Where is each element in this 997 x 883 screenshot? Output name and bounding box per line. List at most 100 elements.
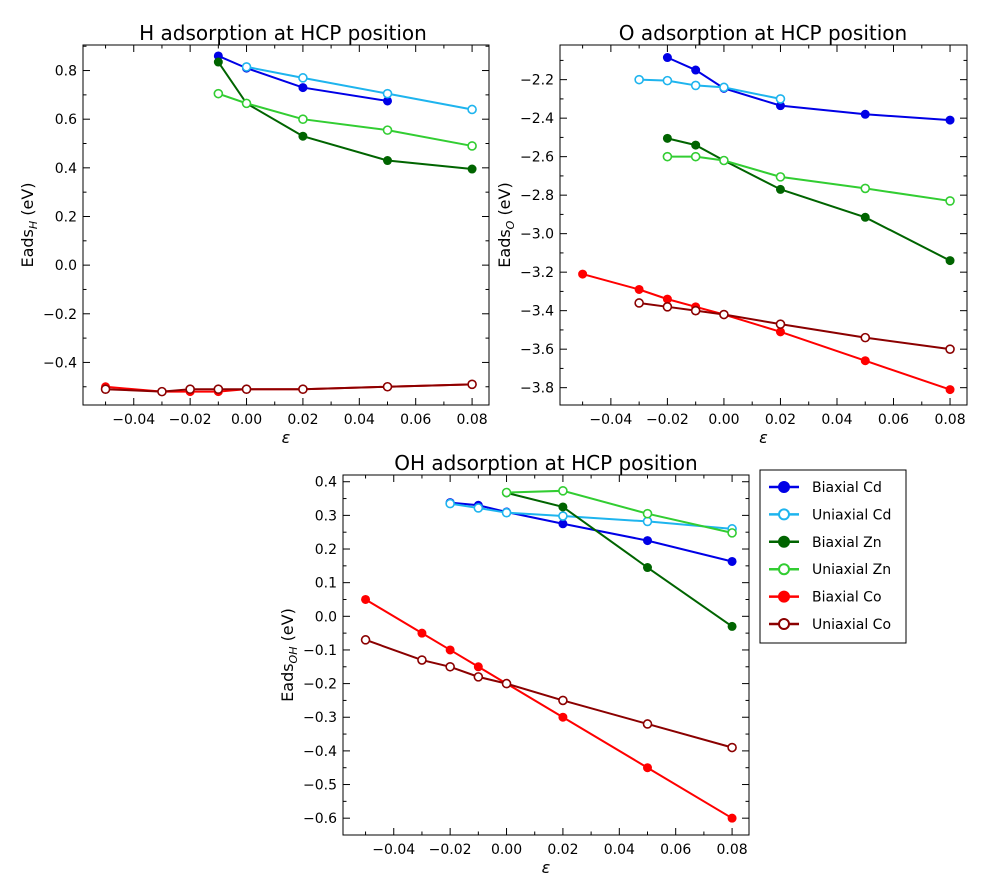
x-tick-label: −0.04 <box>589 412 632 428</box>
x-tick-label: 0.06 <box>400 412 431 428</box>
legend-marker <box>778 508 790 521</box>
y-tick-label: −0.4 <box>43 355 77 371</box>
y-tick-label: 0.4 <box>315 475 337 491</box>
data-point-uniaxial-co <box>467 379 477 390</box>
data-point-uniaxial-cd <box>241 62 252 72</box>
y-tick-label: −0.5 <box>303 778 337 794</box>
y-tick-label: 0.8 <box>55 64 77 80</box>
data-point-biaxial-cd <box>662 53 672 63</box>
x-tick-label: −0.04 <box>372 842 415 858</box>
chart-title: H adsorption at HCP position <box>139 21 427 45</box>
x-tick-label: 0.08 <box>716 842 747 858</box>
series-biaxial-zn <box>662 133 955 266</box>
data-point-biaxial-co <box>860 356 870 366</box>
data-point-uniaxial-co <box>775 319 786 329</box>
series-line-biaxial-zn <box>217 61 473 171</box>
data-point-biaxial-zn <box>691 140 701 150</box>
y-tick-label: −3.2 <box>520 265 554 281</box>
y-tick-label: −2.6 <box>520 150 554 166</box>
chart-title: O adsorption at HCP position <box>619 21 907 45</box>
y-tick-label: −2.4 <box>520 111 554 127</box>
y-tick-label: 0.4 <box>55 161 77 177</box>
data-point-uniaxial-co <box>382 381 393 392</box>
chart-panel-3: OH adsorption at HCP position −0.04 −0.02 0… <box>278 451 750 877</box>
x-tick-label: 0.06 <box>878 412 909 428</box>
legend-label: Uniaxial Zn <box>812 562 891 578</box>
legend-marker <box>778 590 790 603</box>
data-point-biaxial-zn <box>558 502 568 512</box>
x-tick-label: 0.00 <box>231 412 262 428</box>
data-point-uniaxial-co <box>298 384 308 394</box>
data-point-uniaxial-zn <box>501 487 512 498</box>
data-point-uniaxial-co <box>860 332 871 343</box>
data-point-uniaxial-co <box>690 305 701 316</box>
y-tick-label: −2.8 <box>520 188 554 204</box>
data-point-uniaxial-co <box>727 742 737 753</box>
data-point-uniaxial-cd <box>775 94 786 104</box>
y-tick-label: 0.3 <box>315 508 337 524</box>
y-tick-label: 0.0 <box>55 258 77 274</box>
data-point-biaxial-co <box>775 327 785 337</box>
series-line-biaxial-zn <box>506 491 733 628</box>
y-tick-label: −3.8 <box>520 381 554 397</box>
y-tick-label: −0.4 <box>303 744 337 760</box>
data-point-biaxial-zn <box>383 156 392 166</box>
data-point-uniaxial-cd <box>690 80 701 91</box>
series-uniaxial-zn <box>501 486 737 538</box>
data-point-uniaxial-cd <box>467 104 477 115</box>
legend-marker <box>778 535 790 548</box>
x-axis-label: ε <box>542 858 551 877</box>
legend-item-uniaxial-zn: Uniaxial Zn <box>769 562 891 578</box>
data-point-biaxial-cd <box>860 109 870 119</box>
x-tick-label: 0.02 <box>765 412 796 428</box>
data-point-biaxial-co <box>578 269 588 279</box>
data-point-uniaxial-zn <box>662 151 673 162</box>
x-tick-label: −0.02 <box>646 412 689 428</box>
series-line-biaxial-zn <box>667 137 951 262</box>
data-point-uniaxial-zn <box>298 114 308 124</box>
y-tick-label: −2.2 <box>520 73 554 89</box>
x-tick-label: −0.04 <box>112 412 155 428</box>
plot-frame <box>559 44 968 406</box>
data-point-uniaxial-co <box>185 384 195 394</box>
data-point-uniaxial-zn <box>558 486 568 496</box>
y-axis-label: EadsOH (eV) <box>278 608 300 702</box>
data-point-uniaxial-co <box>445 661 455 672</box>
data-point-uniaxial-cd <box>642 516 653 527</box>
legend-item-biaxial-zn: Biaxial Zn <box>769 535 882 551</box>
data-point-biaxial-zn <box>213 57 223 67</box>
data-point-uniaxial-cd <box>634 74 644 85</box>
data-point-biaxial-co <box>417 628 427 638</box>
data-point-biaxial-co <box>558 712 568 722</box>
x-tick-label: 0.06 <box>660 842 691 858</box>
data-point-uniaxial-zn <box>642 508 653 519</box>
data-point-biaxial-zn <box>643 563 652 573</box>
legend-marker <box>778 481 790 493</box>
data-point-uniaxial-co <box>558 695 568 706</box>
data-point-uniaxial-zn <box>945 196 955 206</box>
x-tick-label: 0.00 <box>491 842 522 858</box>
legend-label: Uniaxial Cd <box>812 507 891 523</box>
y-tick-label: 0.0 <box>315 609 337 625</box>
y-tick-label: 0.6 <box>55 112 77 128</box>
chart-title: OH adsorption at HCP position <box>394 451 697 475</box>
legend-marker <box>778 618 790 630</box>
data-point-biaxial-zn <box>662 133 672 143</box>
legend-label: Biaxial Zn <box>812 535 882 551</box>
data-point-uniaxial-co <box>501 678 512 689</box>
data-point-biaxial-cd <box>727 556 737 566</box>
data-point-biaxial-zn <box>298 131 308 141</box>
data-point-biaxial-co <box>473 662 483 672</box>
data-point-biaxial-co <box>643 763 652 773</box>
y-tick-label: −3.4 <box>520 304 554 320</box>
series-uniaxial-co <box>100 379 477 397</box>
legend-label: Biaxial Co <box>812 590 882 606</box>
x-tick-label: −0.02 <box>429 842 472 858</box>
data-point-uniaxial-co <box>100 384 111 394</box>
y-tick-label: −0.6 <box>303 811 337 827</box>
data-point-uniaxial-zn <box>382 125 393 135</box>
series-line-uniaxial-co <box>365 638 733 749</box>
data-point-uniaxial-cd <box>298 73 308 83</box>
legend: Biaxial Cd Uniaxial Cd Biaxial Zn Uniaxial … <box>759 469 907 644</box>
